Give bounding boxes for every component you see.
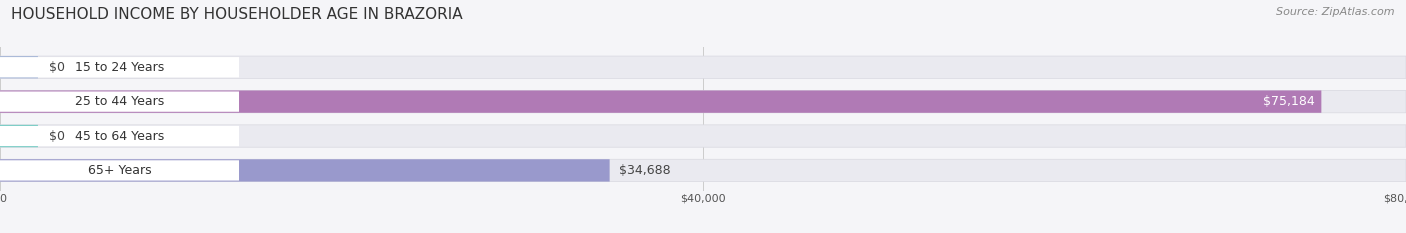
FancyBboxPatch shape	[0, 125, 38, 147]
FancyBboxPatch shape	[0, 57, 239, 77]
Text: $0: $0	[49, 130, 65, 143]
FancyBboxPatch shape	[0, 90, 1406, 113]
Text: 25 to 44 Years: 25 to 44 Years	[75, 95, 165, 108]
FancyBboxPatch shape	[0, 92, 239, 112]
Text: HOUSEHOLD INCOME BY HOUSEHOLDER AGE IN BRAZORIA: HOUSEHOLD INCOME BY HOUSEHOLDER AGE IN B…	[11, 7, 463, 22]
FancyBboxPatch shape	[0, 56, 38, 79]
FancyBboxPatch shape	[0, 159, 1406, 182]
Text: $34,688: $34,688	[620, 164, 671, 177]
Text: $75,184: $75,184	[1263, 95, 1315, 108]
Text: 65+ Years: 65+ Years	[87, 164, 152, 177]
Text: 45 to 64 Years: 45 to 64 Years	[75, 130, 165, 143]
Text: Source: ZipAtlas.com: Source: ZipAtlas.com	[1277, 7, 1395, 17]
FancyBboxPatch shape	[0, 126, 239, 146]
FancyBboxPatch shape	[0, 90, 1322, 113]
FancyBboxPatch shape	[0, 159, 610, 182]
FancyBboxPatch shape	[0, 56, 1406, 79]
FancyBboxPatch shape	[0, 125, 1406, 147]
FancyBboxPatch shape	[0, 160, 239, 181]
Text: 15 to 24 Years: 15 to 24 Years	[75, 61, 165, 74]
Text: $0: $0	[49, 61, 65, 74]
